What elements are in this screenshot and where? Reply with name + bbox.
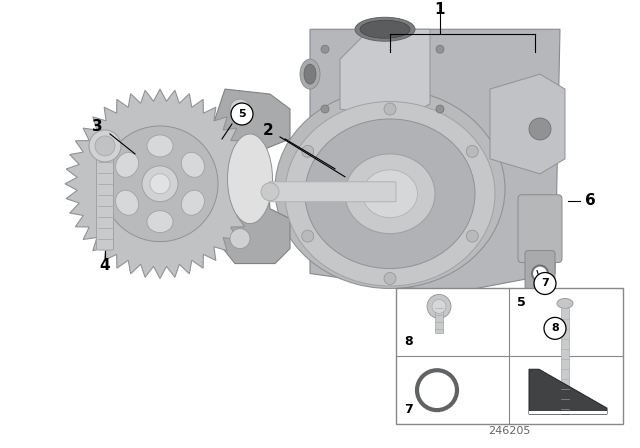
Circle shape	[230, 99, 250, 119]
Ellipse shape	[529, 118, 551, 140]
Circle shape	[436, 45, 444, 53]
Ellipse shape	[275, 89, 505, 289]
Circle shape	[301, 230, 314, 242]
Circle shape	[436, 105, 444, 113]
Circle shape	[534, 272, 556, 294]
Ellipse shape	[360, 20, 410, 38]
Text: 4: 4	[100, 258, 110, 273]
Circle shape	[89, 130, 121, 162]
Polygon shape	[215, 89, 290, 263]
FancyBboxPatch shape	[518, 195, 562, 263]
Circle shape	[321, 45, 329, 53]
Circle shape	[261, 183, 279, 201]
Polygon shape	[65, 89, 255, 279]
Circle shape	[102, 126, 218, 241]
Ellipse shape	[345, 154, 435, 234]
Ellipse shape	[147, 211, 173, 233]
Circle shape	[142, 166, 178, 202]
Circle shape	[150, 174, 170, 194]
Polygon shape	[529, 369, 607, 414]
Text: 3: 3	[92, 120, 102, 134]
Ellipse shape	[181, 190, 204, 215]
Bar	[435, 306, 443, 333]
Ellipse shape	[147, 135, 173, 157]
Circle shape	[301, 146, 314, 157]
Ellipse shape	[362, 170, 417, 218]
Circle shape	[321, 105, 329, 113]
Circle shape	[230, 228, 250, 249]
FancyBboxPatch shape	[97, 152, 113, 250]
Circle shape	[467, 146, 478, 157]
Bar	[396, 289, 623, 424]
Circle shape	[231, 103, 253, 125]
Circle shape	[467, 230, 478, 242]
FancyBboxPatch shape	[269, 182, 396, 202]
Ellipse shape	[305, 119, 475, 268]
Circle shape	[427, 294, 451, 319]
Ellipse shape	[304, 64, 316, 84]
Polygon shape	[340, 29, 430, 119]
Text: 1: 1	[435, 2, 445, 17]
Polygon shape	[490, 74, 565, 174]
FancyBboxPatch shape	[525, 250, 555, 292]
Ellipse shape	[116, 152, 139, 177]
Circle shape	[544, 317, 566, 339]
Ellipse shape	[227, 134, 273, 224]
Ellipse shape	[557, 298, 573, 308]
Text: 8: 8	[404, 335, 413, 348]
Polygon shape	[529, 411, 607, 414]
Circle shape	[432, 299, 446, 314]
Circle shape	[532, 266, 548, 281]
Text: 6: 6	[584, 193, 595, 208]
Text: 8: 8	[551, 323, 559, 333]
Bar	[528, 289, 536, 308]
Text: 7: 7	[541, 279, 549, 289]
Circle shape	[417, 370, 457, 410]
Ellipse shape	[285, 102, 495, 286]
Bar	[561, 308, 569, 414]
Circle shape	[384, 272, 396, 284]
Text: 246205: 246205	[488, 426, 530, 436]
Ellipse shape	[355, 17, 415, 41]
Bar	[544, 289, 552, 308]
Ellipse shape	[181, 152, 204, 177]
Text: 2: 2	[262, 124, 273, 138]
Circle shape	[95, 136, 115, 156]
Text: 5: 5	[238, 109, 246, 119]
Circle shape	[384, 103, 396, 115]
Ellipse shape	[116, 190, 139, 215]
Ellipse shape	[300, 59, 320, 89]
Polygon shape	[310, 29, 560, 293]
Text: 7: 7	[404, 403, 413, 416]
Text: 5: 5	[517, 297, 525, 310]
